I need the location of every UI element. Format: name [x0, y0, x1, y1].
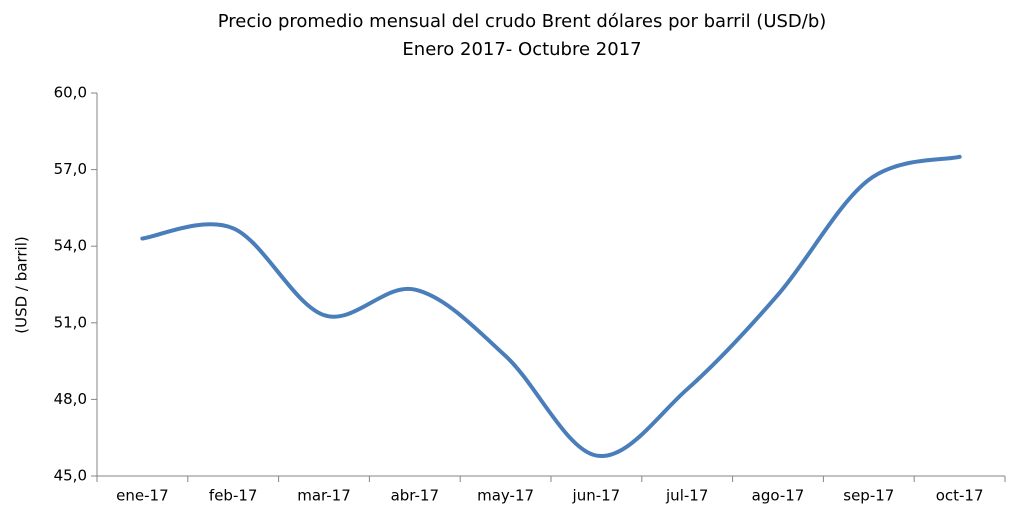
y-tick-label: 57,0: [54, 160, 87, 178]
x-tick-label: jul-17: [665, 487, 708, 505]
chart-subtitle: Enero 2017- Octubre 2017: [402, 39, 641, 60]
y-tick-label: 60,0: [54, 84, 87, 102]
x-tick-label: ago-17: [752, 487, 805, 505]
chart-title: Precio promedio mensual del crudo Brent …: [218, 11, 827, 32]
y-tick-label: 45,0: [54, 467, 87, 485]
x-tick-label: oct-17: [936, 487, 984, 505]
y-tick-label: 51,0: [54, 313, 87, 331]
x-tick-label: feb-17: [209, 487, 258, 505]
line-series: [140, 154, 962, 458]
y-tick-label: 54,0: [54, 237, 87, 255]
y-axis-label: (USD / barril): [13, 236, 31, 333]
x-tick-label: mar-17: [297, 487, 351, 505]
x-tick-label: may-17: [477, 487, 534, 505]
x-tick-label: abr-17: [391, 487, 439, 505]
x-tick-label: sep-17: [843, 487, 894, 505]
y-tick-label: 48,0: [54, 390, 87, 408]
x-tick-label: jun-17: [572, 487, 621, 505]
x-tick-label: ene-17: [116, 487, 168, 505]
